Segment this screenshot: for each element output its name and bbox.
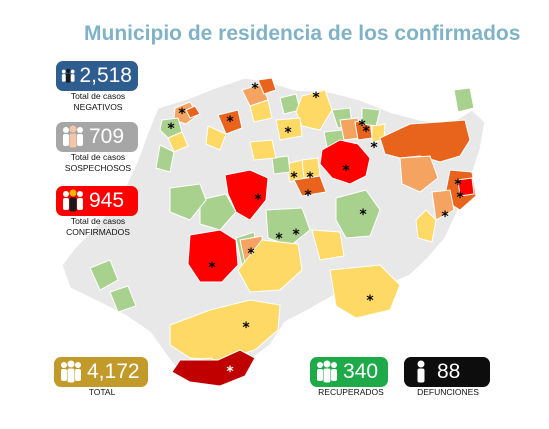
map-marker: * [312,90,320,106]
people-icon [61,68,75,83]
map-marker: * [358,118,366,134]
municipality [271,155,291,175]
municipality [293,175,327,197]
municipality [155,144,175,173]
negativos-caption: Total de casos NEGATIVOS [56,91,140,113]
map-marker: * [292,227,300,243]
municipality [399,155,439,193]
confirmados-caption: Total de casos CONFIRMADOS [56,216,140,238]
municipality [431,189,455,221]
municipality [205,125,227,151]
map-marker: * [290,170,298,186]
map-marker: * [178,106,186,122]
map-marker: * [366,293,374,309]
municipality [249,139,277,161]
municipality [109,285,137,313]
people-icon [63,125,83,148]
municipality [171,349,256,387]
recuperados-value: 340 [343,360,379,383]
defunciones-stat: 88 DEFUNCIONES [404,357,492,398]
sospechosos-value: 709 [89,125,125,148]
map-marker: * [306,170,314,186]
negativos-caption-line1: Total de casos [70,91,126,101]
sospechosos-badge: 709 [56,122,138,152]
recuperados-stat: 340 RECUPERADOS [310,357,392,398]
map-marker: * [251,81,259,97]
map-marker: * [284,125,292,141]
defunciones-value: 88 [437,360,461,383]
map-marker: * [275,231,283,247]
map-marker: * [247,246,255,262]
municipality [379,119,471,163]
confirmados-value: 945 [89,189,125,212]
municipality [167,131,189,153]
map-marker: * [441,209,449,225]
map-marker: * [226,364,234,380]
map-marker: * [226,114,234,130]
confirmados-caption-line2: CONFIRMADOS [66,227,130,237]
municipality [453,87,475,113]
municipality [89,259,119,291]
total-value: 4,172 [87,360,140,383]
municipality [169,183,207,221]
municipality [257,77,277,95]
negativos-stat: 2,518 Total de casos NEGATIVOS [56,61,140,113]
municipality [295,89,333,131]
municipality [185,105,201,119]
map-marker: * [304,188,312,204]
defunciones-badge: 88 [404,357,490,387]
sospechosos-caption: Total de casos SOSPECHOSOS [56,152,140,174]
municipality [335,189,381,239]
negativos-badge: 2,518 [56,61,138,91]
map-marker: * [454,177,462,193]
sospechosos-stat: 709 Total de casos SOSPECHOSOS [56,122,140,174]
municipality [169,299,281,361]
municipality [199,193,237,231]
sospechosos-caption-line2: SOSPECHOSOS [64,163,132,173]
municipality [415,209,437,243]
municipality [329,264,401,319]
municipalities [89,77,477,387]
municipality [249,99,273,123]
map-marker: * [370,140,378,156]
map-marker: * [208,260,216,276]
confirmados-caption-line1: Total de casos [70,216,126,226]
map-marker: * [362,124,370,140]
people-icon [317,360,337,383]
people-icon [61,360,81,383]
total-badge: 4,172 [54,357,148,387]
municipality [224,169,269,221]
municipality-map: * * * * * * * * * * * * * * * * * * * * … [61,77,486,387]
map-marker: * [342,163,350,179]
negativos-value: 2,518 [79,64,132,87]
confirmados-stat: 945 Total de casos CONFIRMADOS [56,186,140,238]
defunciones-caption: DEFUNCIONES [417,387,479,397]
map-marker: * [359,207,367,223]
confirmados-badge: 945 [56,186,138,216]
people-icon [63,189,83,212]
case-markers: * * * * * * * * * * * * * * * * * * * * … [167,81,464,380]
page-title: Municipio de residencia de los confirmad… [84,22,521,45]
map-marker: * [456,190,464,206]
map-marker: * [254,192,262,208]
sospechosos-caption-line1: Total de casos [70,152,126,162]
total-caption: TOTAL [88,387,116,397]
negativos-caption-line2: NEGATIVOS [73,102,123,112]
map-marker: * [167,121,175,137]
total-stat: 4,172 TOTAL [54,357,150,398]
recuperados-caption: RECUPERADOS [318,387,384,397]
municipality [217,109,243,135]
municipality [265,207,311,247]
municipality [237,239,303,293]
municipality [457,177,475,197]
map-marker: * [242,320,250,336]
recuperados-badge: 340 [310,357,388,387]
person-icon [417,360,425,383]
municipality [187,229,239,283]
municipality [319,139,371,185]
municipality [311,229,345,261]
municipality [275,117,303,141]
